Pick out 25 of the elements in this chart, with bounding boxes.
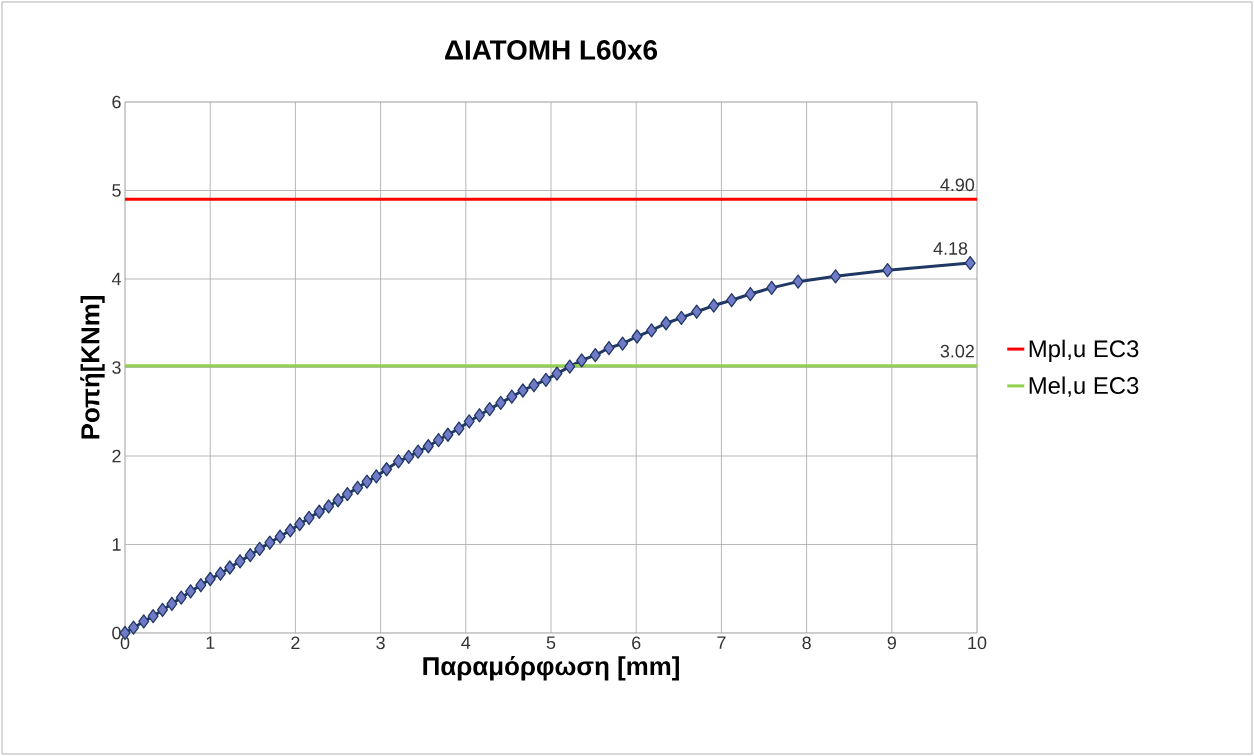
x-axis-title: Παραμόρφωση [mm] [423, 656, 679, 681]
y-tick-label: 1 [112, 538, 121, 551]
x-tick-label: 1 [206, 636, 215, 649]
x-tick-label: 8 [802, 636, 811, 650]
x-tick-label: 2 [291, 636, 300, 650]
y-tick-label: 3 [112, 361, 121, 374]
y-tick-label: 6 [112, 95, 121, 109]
x-tick-label: 9 [887, 636, 896, 650]
x-tick-label: 3 [376, 636, 385, 650]
y-tick-label: 2 [112, 449, 121, 463]
x-tick-label: 6 [632, 636, 641, 650]
y-tick-label: 0 [112, 626, 121, 640]
y-axis-title: Ροπή[KNm] [80, 296, 105, 439]
data-label: 4.18 [933, 242, 968, 255]
x-tick-label: 4 [461, 636, 471, 649]
x-tick-label: 10 [968, 636, 987, 650]
chart-title: ΔΙΑΤΟΜΗ L60x6 [445, 40, 658, 60]
y-tick-label: 4 [111, 272, 121, 286]
data-label: 3.02 [940, 344, 974, 358]
x-tick-label: 5 [546, 636, 556, 650]
y-tick-label: 5 [112, 184, 121, 197]
x-tick-label: 7 [717, 636, 726, 649]
legend-label: Mpl,u EC3 [1029, 339, 1139, 362]
legend-label: Mel,u EC3 [1029, 376, 1139, 397]
data-label: 4.90 [940, 178, 975, 192]
